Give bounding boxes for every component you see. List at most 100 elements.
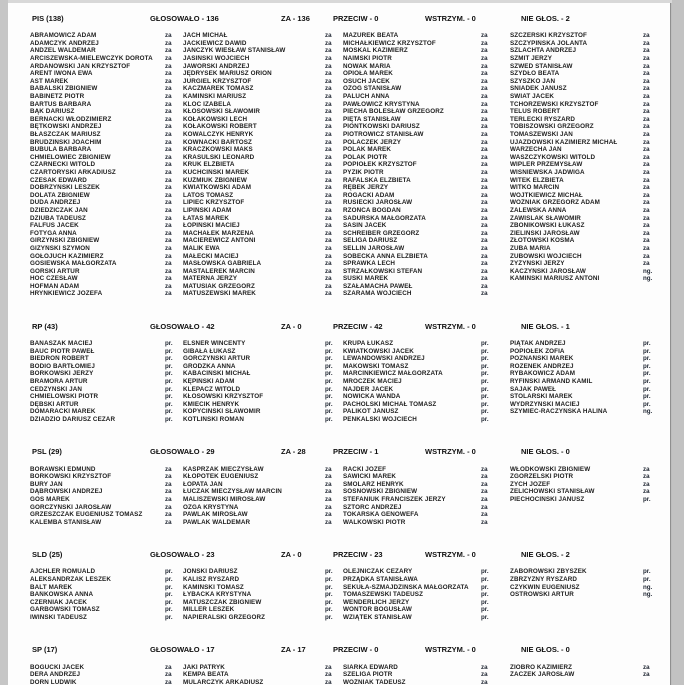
voting-section: SP (17) GŁOSOWAŁO - 17 ZA - 17 PRZECIW - 0 W… [30, 645, 670, 685]
vote-mark: za [481, 47, 488, 55]
member-name: MAKOWSKI TOMASZ [343, 362, 409, 370]
member-name: KOTLIŃSKI ROMAN [183, 416, 244, 424]
member-name: PALIKOT JANUSZ [343, 408, 399, 416]
member-row: KŁOSOWSKI SŁAWOMIR za [183, 108, 343, 116]
member-name: ZUBA MARIA [510, 244, 551, 252]
vote-mark: za [643, 222, 650, 230]
member-row: SMOLARZ HENRYK za [343, 481, 510, 489]
member-row: BORKOWSKI KRZYSZTOF za [30, 473, 183, 481]
member-name: RUSIECKI JAROSŁAW [343, 199, 413, 207]
member-row: SADURSKA MAŁGORZATA za [343, 214, 510, 222]
member-name: PRZĄDKA STANISŁAWA [343, 575, 418, 583]
member-name: GRODZKA ANNA [183, 362, 236, 370]
member-row: KĘPIŃSKI ADAM pr. [183, 378, 343, 386]
member-name: KŁOPOTEK EUGENIUSZ [183, 473, 259, 481]
vote-mark: za [325, 244, 332, 252]
member-name: ZUBOWSKI WOJCIECH [510, 252, 582, 260]
member-row: PACHOLSKI MICHAŁ TOMASZ pr. [343, 401, 510, 409]
member-row: ZUBA MARIA za [510, 245, 658, 253]
vote-mark: pr. [481, 340, 489, 348]
member-row: SZMIT JERZY za [510, 55, 658, 63]
member-row: CZESAK EDWARD za [30, 176, 183, 184]
vote-mark: za [325, 678, 332, 685]
vote-mark: za [643, 480, 650, 488]
member-row: BODIO BARTŁOMIEJ pr. [30, 363, 183, 371]
member-name: NAIMSKI PIOTR [343, 55, 392, 63]
member-column: ZIOBRO KAZIMIERZ za ŻACZEK JAROSŁAW za [510, 663, 658, 679]
vote-mark: za [643, 93, 650, 101]
vote-mark: za [165, 480, 172, 488]
member-name: GOS MAREK [30, 495, 70, 503]
member-row: MACIEREWICZ ANTONI za [183, 237, 343, 245]
member-name: GÓRCZYŃSKI ARTUR [183, 355, 251, 363]
member-name: CZYKWIN EUGENIUSZ [510, 583, 580, 591]
vote-mark: za [643, 161, 650, 169]
vote-mark: za [481, 282, 488, 290]
member-name: MACHAŁEK MARZENA [183, 229, 254, 237]
section-header: SP (17) GŁOSOWAŁO - 17 ZA - 17 PRZECIW - 0 W… [30, 645, 670, 654]
vote-mark: za [481, 70, 488, 78]
vote-mark: za [325, 663, 332, 671]
member-row: RACKI JÓZEF za [343, 465, 510, 473]
member-name: UJAZDOWSKI KAZIMIERZ MICHAŁ [510, 138, 618, 146]
member-row: KALISZ RYSZARD pr. [183, 576, 343, 584]
member-name: STEFANIUK FRANCISZEK JERZY [343, 495, 446, 503]
member-row: BAUĆ PIOTR PAWEŁ pr. [30, 347, 183, 355]
member-row: WITEK ELŻBIETA za [510, 176, 658, 184]
member-name: SAWICKI MAREK [343, 473, 397, 481]
vote-mark: za [165, 214, 172, 222]
vote-mark: za [643, 244, 650, 252]
vote-mark: za [165, 503, 172, 511]
member-name: SAJAK PAWEŁ [510, 385, 557, 393]
member-name: KRACZKOWSKI MAKS [183, 146, 253, 154]
member-row: ROZENEK ANDRZEJ pr. [510, 363, 658, 371]
member-row: MATERNA JERZY za [183, 275, 343, 283]
member-name: TOBISZOWSKI GRZEGORZ [510, 123, 594, 131]
member-name: PIECHOCIŃSKI JANUSZ [510, 495, 585, 503]
vote-mark: za [165, 70, 172, 78]
member-row: MAKOWSKI TOMASZ pr. [343, 363, 510, 371]
member-row: SEKUŁA-SZMAJDZIŃSKA MAŁGORZATA pr. [343, 583, 510, 591]
vote-mark: za [165, 93, 172, 101]
member-row: ZALEWSKA ANNA za [510, 207, 658, 215]
member-row: SIARKA EDWARD za [343, 663, 510, 671]
member-name: KŁOSOWSKI SŁAWOMIR [183, 108, 261, 116]
member-row: STOLARSKI MAREK pr. [510, 393, 658, 401]
vote-mark: za [165, 518, 172, 526]
vote-mark: za [165, 108, 172, 116]
member-name: TERLECKI RYSZARD [510, 115, 576, 123]
member-name: CHMIELOWIEC ZBIGNIEW [30, 153, 111, 161]
vote-mark: za [643, 465, 650, 473]
vote-mark: pr. [643, 340, 651, 348]
member-name: CZARTORYSKI ARKADIUSZ [30, 168, 116, 176]
member-row: SELLIN JAROSŁAW za [343, 245, 510, 253]
member-name: SZLACHTA ANDRZEJ [510, 47, 577, 55]
member-name: GIBAŁA ŁUKASZ [183, 347, 236, 355]
vote-mark: za [481, 488, 488, 496]
vote-mark: za [165, 168, 172, 176]
member-row: KAMIŃSKI MARIUSZ ANTONI ng. [510, 275, 658, 283]
vote-mark: za [643, 473, 650, 481]
member-name: BABALSKI ZBIGNIEW [30, 85, 98, 93]
vote-mark: za [165, 146, 172, 154]
przeciw-count: PRZECIW - 0 [333, 14, 379, 23]
member-name: POLAK PIOTR [343, 153, 388, 161]
section-header: PSL (29) GŁOSOWAŁO - 29 ZA - 28 PRZECIW - 1… [30, 447, 670, 456]
member-row: KABACIŃSKI MICHAŁ pr. [183, 370, 343, 378]
member-name: WOŹNIAK TADEUSZ [343, 678, 406, 685]
voting-section: SLD (25) GŁOSOWAŁO - 23 ZA - 0 PRZECIW - 23… [30, 550, 670, 621]
member-row: MULARCZYK ARKADIUSZ za [183, 678, 343, 685]
member-column: WŁODKOWSKI ZBIGNIEW za ZGORZELSKI PIOTR za Z… [510, 465, 658, 503]
member-name: MATUSZEWSKI MAREK [183, 290, 256, 298]
member-row: KOŁAKOWSKI LECH za [183, 116, 343, 124]
member-name: ŁYBACKA KRYSTYNA [183, 591, 252, 599]
vote-mark: za [643, 206, 650, 214]
member-row: BRUDZIŃSKI JOACHIM za [30, 138, 183, 146]
vote-mark: za [165, 511, 172, 519]
vote-mark: za [325, 146, 332, 154]
member-name: DUDA ANDRZEJ [30, 199, 81, 207]
member-row: KUCHCIŃSKI MAREK za [183, 169, 343, 177]
member-row: GIRZYŃSKI ZBIGNIEW za [30, 237, 183, 245]
vote-mark: za [325, 32, 332, 40]
vote-mark: za [643, 237, 650, 245]
